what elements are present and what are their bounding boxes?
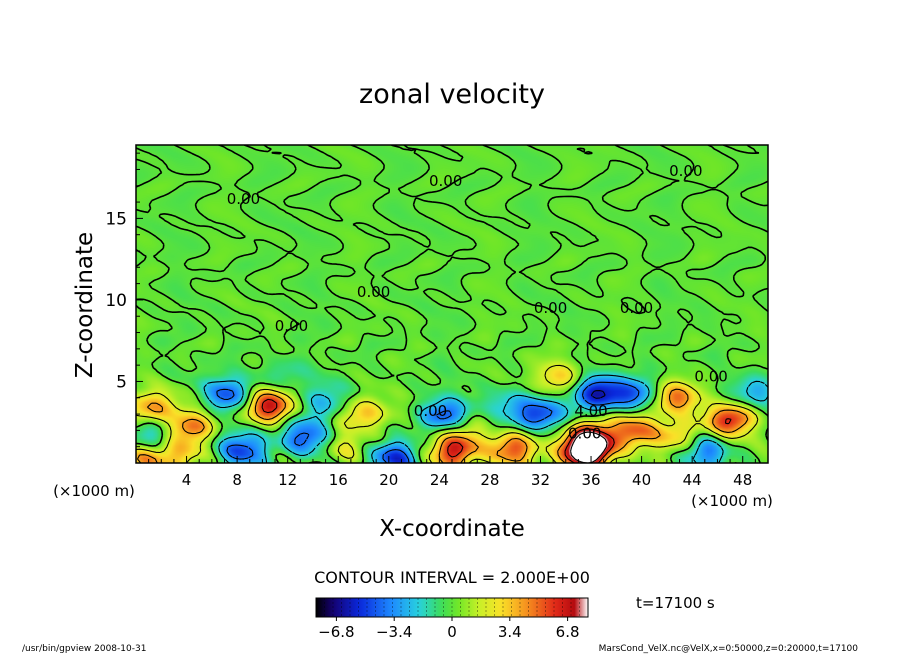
- x-axis-unit: (×1000 m): [691, 492, 773, 510]
- contour-level-neg6: [590, 390, 606, 399]
- contour-label: 0.00: [669, 162, 702, 180]
- footer-right: MarsCond_VelX.nc@VelX,x=0:50000,z=0:2000…: [599, 644, 859, 654]
- contour-level-6: [261, 398, 732, 463]
- x-tick-label: 4: [182, 471, 192, 489]
- x-tick-label: 44: [683, 471, 702, 489]
- x-axis-label: X-coordinate: [379, 516, 525, 542]
- contour-labels: 0.00 0.00 0.00 0.00 0.00 0.00 0.00 0.00 0.00 4.00…: [227, 162, 728, 443]
- colorbar-tick-label: 6.8: [556, 623, 580, 641]
- contour-level-4: [137, 388, 749, 463]
- contour-level-neg4: [216, 381, 640, 463]
- contour-lines: [136, 145, 768, 463]
- colorbar-tick-label: −6.8: [318, 623, 354, 641]
- chart-title: zonal velocity: [359, 79, 545, 110]
- y-tick-label: 15: [105, 209, 127, 229]
- y-tick-label: 10: [105, 291, 127, 311]
- contour-label: 0.00: [694, 368, 727, 386]
- x-tick-label: 36: [581, 471, 600, 489]
- contour-level-0: [136, 145, 768, 463]
- plot-area: 0.00 0.00 0.00 0.00 0.00 0.00 0.00 0.00 0.00 4.00…: [135, 144, 769, 464]
- x-tick-label: 40: [632, 471, 651, 489]
- y-axis: 5 10 15: [105, 152, 143, 448]
- colorbar-ticks: −6.8 −3.4 0 3.4 6.8: [318, 598, 580, 641]
- x-axis: 4 8 12 16 20 24 28 32 36 40 44 48: [148, 456, 756, 489]
- z-axis-unit: (×1000 m): [53, 482, 135, 500]
- x-tick-label: 28: [480, 471, 499, 489]
- contour-level-2: [136, 364, 759, 463]
- contour-label: 0.00: [357, 283, 390, 301]
- x-tick-label: 48: [733, 471, 752, 489]
- contour-label: 4.00: [574, 402, 607, 420]
- x-tick-label: 12: [278, 471, 297, 489]
- colorbar-tick-label: −3.4: [376, 623, 412, 641]
- y-axis-label: Z-coordinate: [72, 232, 98, 378]
- x-tick-label: 20: [379, 471, 398, 489]
- contour-label: 0.00: [414, 402, 447, 420]
- footer-left: /usr/bin/gpview 2008-10-31: [22, 644, 146, 654]
- x-tick-label: 8: [232, 471, 242, 489]
- colorbar: −6.8 −3.4 0 3.4 6.8: [315, 597, 589, 641]
- contour-label: 0.00: [227, 190, 260, 208]
- y-tick-label: 5: [116, 372, 127, 392]
- colorbar-tick-label: 3.4: [498, 623, 522, 641]
- contour-interval-text: CONTOUR INTERVAL = 2.000E+00: [314, 568, 590, 587]
- colorbar-tick-label: 0: [447, 623, 457, 641]
- contour-label: 0.00: [534, 299, 567, 317]
- x-tick-label: 16: [329, 471, 348, 489]
- contour-label: 0.00: [620, 299, 653, 317]
- contour-label: 0.00: [568, 425, 601, 443]
- x-tick-label: 24: [430, 471, 449, 489]
- contour-level-neg2: [203, 374, 768, 463]
- contour-label: 0.00: [275, 317, 308, 335]
- x-tick-label: 32: [531, 471, 550, 489]
- contour-label: 0.00: [429, 172, 462, 190]
- time-label: t=17100 s: [636, 594, 715, 612]
